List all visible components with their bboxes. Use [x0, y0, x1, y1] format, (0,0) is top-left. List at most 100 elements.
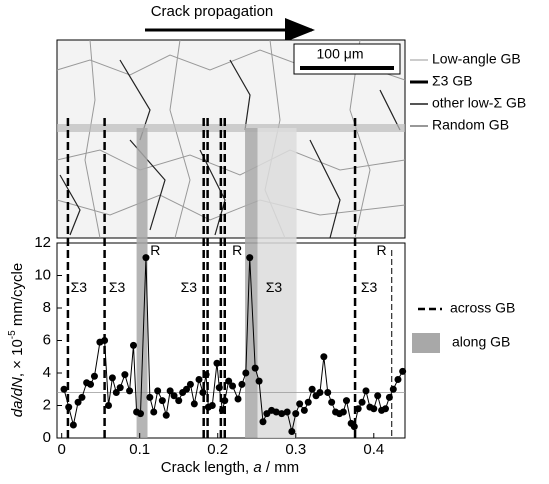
data-point — [142, 254, 150, 262]
data-point — [374, 392, 382, 400]
annotation: Σ3 — [109, 279, 126, 295]
data-point — [354, 405, 362, 413]
data-point — [195, 376, 203, 383]
data-point — [154, 387, 162, 395]
data-point — [283, 408, 291, 416]
y-label-part: , × 10 — [9, 339, 26, 377]
data-point — [175, 397, 183, 405]
along-gb-band — [257, 128, 297, 438]
y-tick-label: 10 — [34, 266, 51, 283]
legend-label: across GB — [450, 300, 515, 316]
data-point — [308, 385, 316, 393]
legend-swatch — [412, 333, 440, 353]
data-point — [60, 385, 68, 393]
legend-label: along GB — [452, 334, 510, 350]
data-point — [394, 376, 402, 383]
data-point — [218, 406, 226, 414]
data-point — [278, 410, 286, 418]
data-point — [183, 385, 191, 393]
data-point — [101, 337, 109, 344]
data-point — [342, 397, 350, 405]
y-tick-label: 4 — [43, 364, 51, 381]
annotation: Σ3 — [181, 279, 198, 295]
data-point — [362, 387, 370, 395]
legend-label: other low-Σ GB — [432, 95, 526, 111]
y-tick-label: 0 — [43, 429, 51, 446]
data-point — [166, 387, 174, 395]
legend-label: Σ3 GB — [432, 73, 473, 89]
annotation: Σ3 — [71, 279, 88, 295]
data-point — [170, 392, 178, 400]
y-axis-label: da/dN, × 10-5 mm/cycle — [7, 263, 26, 417]
data-point — [208, 402, 216, 409]
x-label-part: a — [253, 459, 261, 476]
data-point — [90, 372, 98, 380]
data-point — [381, 405, 389, 413]
data-point — [150, 408, 158, 416]
data-point — [234, 395, 242, 403]
legend-label: Low-angle GB — [432, 51, 521, 67]
data-point — [146, 393, 154, 401]
data-point — [65, 403, 73, 411]
annotation: R — [377, 242, 387, 258]
data-point — [126, 387, 134, 395]
y-tick-label: 12 — [34, 234, 51, 251]
data-point — [304, 398, 312, 406]
annotation: R — [232, 242, 242, 258]
data-point — [339, 408, 347, 416]
data-point — [350, 423, 358, 431]
data-point — [69, 421, 77, 429]
data-point — [272, 408, 280, 416]
data-point — [399, 367, 407, 375]
data-point — [324, 389, 332, 396]
x-tick-label: 0.4 — [363, 441, 384, 458]
data-point — [246, 254, 254, 262]
data-point — [238, 380, 246, 388]
annotation: Σ3 — [361, 279, 378, 295]
data-point — [78, 393, 86, 401]
y-label-part: -5 — [7, 330, 18, 339]
data-point — [190, 400, 198, 408]
data-point — [74, 398, 82, 406]
data-point — [158, 397, 166, 405]
data-point — [116, 384, 124, 392]
data-point — [112, 389, 120, 396]
data-point — [162, 411, 170, 419]
x-tick-label: 0.2 — [207, 441, 228, 458]
x-tick-label: 0.3 — [285, 441, 306, 458]
annotation: Σ3 — [266, 279, 283, 295]
title: Crack propagation — [151, 3, 274, 20]
data-point — [320, 353, 328, 361]
y-tick-label: 8 — [43, 299, 51, 316]
data-point — [316, 389, 324, 396]
data-point — [225, 377, 233, 385]
data-point — [251, 364, 259, 372]
data-point — [358, 398, 366, 406]
x-label-part: Crack length, — [161, 459, 254, 476]
scale-bar-label: 100 μm — [317, 46, 364, 62]
data-point — [215, 384, 223, 392]
data-point — [221, 397, 229, 405]
y-tick-label: 2 — [43, 396, 51, 413]
x-label-part: / mm — [262, 459, 300, 476]
data-point — [108, 374, 116, 382]
data-point — [296, 400, 304, 408]
data-point — [229, 382, 237, 390]
data-point — [300, 406, 308, 414]
data-point — [186, 380, 194, 388]
data-point — [389, 385, 397, 393]
data-point — [328, 398, 336, 406]
data-point — [121, 371, 129, 379]
data-point — [213, 359, 221, 367]
x-tick-label: 0 — [58, 441, 66, 458]
along-gb-band — [136, 128, 148, 438]
data-point — [202, 371, 210, 379]
data-point — [199, 389, 207, 396]
x-tick-label: 0.1 — [129, 441, 150, 458]
micro-legend: Low-angle GB Σ3 GB other low-Σ GB Random… — [410, 51, 526, 133]
data-point — [136, 410, 144, 418]
legend-label: Random GB — [432, 117, 509, 133]
data-point — [104, 402, 112, 409]
annotation: R — [150, 242, 160, 258]
